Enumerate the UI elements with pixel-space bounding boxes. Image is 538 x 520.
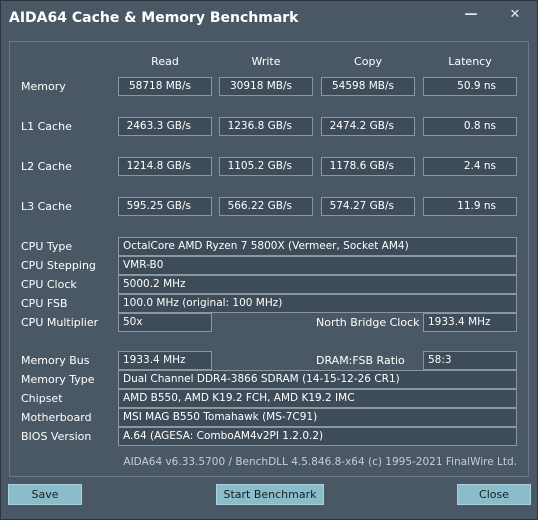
column-header-latency: Latency [448, 55, 492, 68]
memory-type-label: Memory Type [21, 373, 95, 386]
version-footer: AIDA64 v6.33.5700 / BenchDLL 4.5.846.8-x… [123, 456, 517, 468]
memory-read-value: 58718 MB/s [118, 77, 212, 96]
close-icon[interactable]: ✕ [509, 7, 521, 22]
cpu-stepping-value: VMR-B0 [118, 256, 517, 275]
l3-copy-value: 574.27 GB/s [321, 197, 415, 216]
cpu-fsb-value: 100.0 MHz (original: 100 MHz) [118, 294, 517, 313]
motherboard-value: MSI MAG B550 Tomahawk (MS-7C91) [118, 408, 517, 427]
l1-latency-value: 0.8 ns [423, 117, 517, 136]
north-bridge-clock-value: 1933.4 MHz [423, 313, 517, 332]
memory-latency-value: 50.9 ns [423, 77, 517, 96]
window-title: AIDA64 Cache & Memory Benchmark [9, 10, 299, 26]
memory-write-value: 30918 MB/s [219, 77, 313, 96]
l2-read-value: 1214.8 GB/s [118, 157, 212, 176]
l1-write-value: 1236.8 GB/s [219, 117, 313, 136]
l3-latency-value: 11.9 ns [423, 197, 517, 216]
cpu-stepping-label: CPU Stepping [21, 259, 96, 272]
cpu-type-value: OctalCore AMD Ryzen 7 5800X (Vermeer, So… [118, 237, 517, 256]
l3-write-value: 566.22 GB/s [219, 197, 313, 216]
save-button[interactable]: Save [8, 484, 82, 505]
l1-read-value: 2463.3 GB/s [118, 117, 212, 136]
dram-fsb-ratio-label: DRAM:FSB Ratio [316, 354, 405, 367]
cpu-multiplier-label: CPU Multiplier [21, 316, 99, 329]
minimize-icon[interactable]: — [464, 7, 478, 22]
results-panel [9, 41, 529, 477]
row-label-l2-cache: L2 Cache [21, 160, 72, 173]
cpu-clock-value: 5000.2 MHz [118, 275, 517, 294]
memory-bus-label: Memory Bus [21, 354, 90, 367]
l3-read-value: 595.25 GB/s [118, 197, 212, 216]
l2-latency-value: 2.4 ns [423, 157, 517, 176]
l2-write-value: 1105.2 GB/s [219, 157, 313, 176]
cpu-fsb-label: CPU FSB [21, 297, 68, 310]
cpu-multiplier-value: 50x [118, 313, 212, 332]
close-button[interactable]: Close [457, 484, 531, 505]
cpu-type-label: CPU Type [21, 240, 73, 253]
column-header-copy: Copy [354, 55, 382, 68]
title-bar: AIDA64 Cache & Memory Benchmark — ✕ [1, 1, 537, 37]
chipset-value: AMD B550, AMD K19.2 FCH, AMD K19.2 IMC [118, 389, 517, 408]
start-benchmark-button[interactable]: Start Benchmark [216, 484, 324, 505]
cpu-clock-label: CPU Clock [21, 278, 77, 291]
row-label-memory: Memory [21, 80, 66, 93]
l2-copy-value: 1178.6 GB/s [321, 157, 415, 176]
dram-fsb-ratio-value: 58:3 [423, 351, 517, 370]
chipset-label: Chipset [21, 392, 63, 405]
column-header-read: Read [151, 55, 179, 68]
memory-bus-value: 1933.4 MHz [118, 351, 212, 370]
column-header-write: Write [251, 55, 281, 68]
north-bridge-clock-label: North Bridge Clock [316, 316, 420, 329]
bios-version-value: A.64 (AGESA: ComboAM4v2PI 1.2.0.2) [118, 427, 517, 446]
row-label-l1-cache: L1 Cache [21, 120, 72, 133]
motherboard-label: Motherboard [21, 411, 92, 424]
row-label-l3-cache: L3 Cache [21, 200, 72, 213]
memory-type-value: Dual Channel DDR4-3866 SDRAM (14-15-12-2… [118, 370, 517, 389]
bios-version-label: BIOS Version [21, 430, 92, 443]
memory-copy-value: 54598 MB/s [321, 77, 415, 96]
l1-copy-value: 2474.2 GB/s [321, 117, 415, 136]
